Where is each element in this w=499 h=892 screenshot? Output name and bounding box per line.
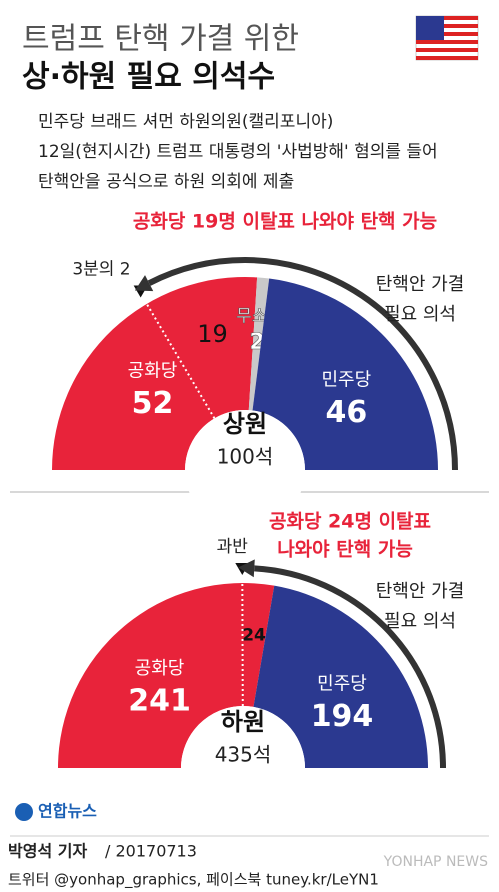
arrow-arc (254, 565, 446, 769)
value-label: 52 (132, 386, 174, 421)
threshold-label: 3분의 2 (72, 260, 130, 280)
description-line: 민주당 브래드 셔먼 하원의원(캘리포니아) (38, 112, 333, 132)
chart-title: 하원 (221, 708, 265, 736)
segment-label: 민주당 (317, 674, 367, 695)
chart-title: 상원 (223, 410, 267, 438)
arrow-label: 필요 의석 (384, 304, 456, 325)
total-label: 100석 (217, 445, 274, 469)
total-label: 435석 (215, 743, 272, 767)
arrow-label: 탄핵안 가결 (376, 581, 465, 602)
annotation: 나와야 탄핵 가능 (277, 539, 413, 561)
title-line: 상·하원 필요 의석수 (22, 60, 275, 95)
threshold-line (145, 303, 216, 419)
segment (252, 278, 438, 470)
date: / 20170713 (105, 842, 197, 861)
defectors-label: 19 (197, 320, 228, 348)
defectors-label: 24 (242, 625, 266, 645)
annotation: 공화당 19명 이탈표 나와야 탄핵 가능 (133, 211, 437, 233)
arrow-label: 필요 의석 (384, 611, 456, 632)
arrow-label: 탄핵안 가결 (376, 274, 465, 295)
threshold-label: 과반 (217, 537, 249, 557)
description-line: 탄핵안을 공식으로 하원 의회에 제출 (38, 172, 294, 192)
segment (248, 277, 270, 411)
arrow-arc (147, 257, 458, 471)
center-hole (181, 706, 305, 830)
us-flag (415, 15, 479, 61)
segment-label: 민주당 (321, 370, 371, 391)
segment-label: 공화당 (135, 658, 185, 679)
segment (52, 276, 258, 470)
arrow-head (134, 275, 154, 292)
value-label: 46 (325, 395, 367, 430)
annotation: 공화당 24명 이탈표 (269, 511, 431, 533)
value-label: 194 (311, 699, 374, 734)
logo: 연합뉴스 (38, 802, 97, 821)
logo-mark (15, 803, 33, 821)
value-label: 241 (128, 683, 191, 718)
segment (253, 585, 428, 768)
watermark: YONHAP NEWS (383, 854, 488, 870)
reporter: 박영석 기자 (8, 842, 87, 861)
segment-label: 공화당 (128, 361, 178, 382)
segment (58, 583, 275, 768)
social: 트위터 @yonhap_graphics, 페이스북 tuney.kr/LeYN… (8, 871, 379, 890)
arrow-head (238, 559, 255, 578)
description-line: 12일(현지시간) 트럼프 대통령의 '사법방해' 혐의를 들어 (38, 142, 438, 162)
center-hole (185, 410, 305, 530)
title-line: 트럼프 탄핵 가결 위한 (22, 22, 299, 57)
